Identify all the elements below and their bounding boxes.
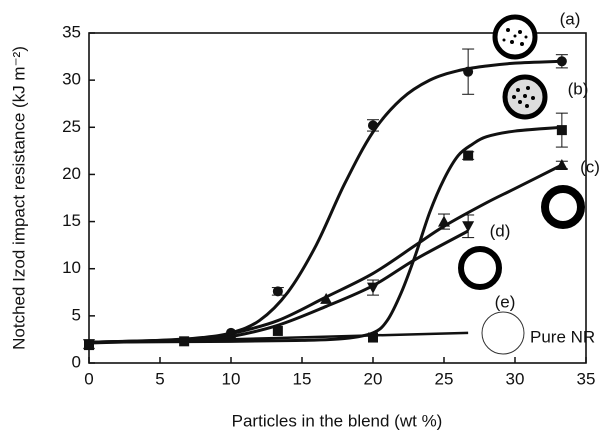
y-tick-label: 5 bbox=[72, 305, 81, 324]
icon-a-dots bbox=[502, 28, 528, 46]
series-label: (c) bbox=[580, 157, 600, 176]
series-label: (d) bbox=[490, 221, 511, 240]
y-tick-label: 15 bbox=[62, 211, 81, 230]
series-label: (e) bbox=[495, 292, 516, 311]
marker bbox=[272, 286, 283, 297]
plot-frame bbox=[88, 32, 587, 364]
x-tick-label: 5 bbox=[155, 369, 164, 388]
x-tick-label: 15 bbox=[293, 369, 312, 388]
y-tick-label: 30 bbox=[62, 70, 81, 89]
y-tick-label: 25 bbox=[62, 117, 81, 136]
y-tick-label: 35 bbox=[62, 22, 81, 41]
fit-curve bbox=[88, 331, 469, 345]
marker bbox=[556, 56, 567, 67]
x-tick-label: 0 bbox=[84, 369, 93, 388]
marker bbox=[320, 292, 333, 304]
series-label: (a) bbox=[560, 9, 581, 28]
x-tick-label: 25 bbox=[435, 369, 454, 388]
series-label: (b) bbox=[568, 79, 589, 98]
y-tick-label: 0 bbox=[72, 352, 81, 371]
x-tick-label: 10 bbox=[222, 369, 241, 388]
x-tick-label: 20 bbox=[364, 369, 383, 388]
icon-c bbox=[541, 185, 585, 229]
marker bbox=[368, 120, 378, 131]
marker bbox=[463, 66, 474, 77]
x-tick-label: 35 bbox=[577, 369, 596, 388]
marker bbox=[438, 215, 450, 227]
annotation: Pure NR bbox=[530, 327, 595, 346]
y-axis-label: Notched Izod impact resistance (kJ m⁻²) bbox=[9, 46, 28, 350]
icon-b-dots bbox=[512, 86, 535, 108]
x-tick-label: 30 bbox=[506, 369, 525, 388]
icon-d bbox=[458, 246, 502, 290]
marker bbox=[555, 159, 568, 170]
x-axis-label: Particles in the blend (wt %) bbox=[232, 411, 443, 430]
y-tick-label: 20 bbox=[62, 164, 81, 183]
icon-e bbox=[481, 311, 525, 355]
icons bbox=[458, 14, 585, 355]
marker bbox=[272, 325, 283, 336]
marker bbox=[368, 332, 378, 343]
marker bbox=[556, 125, 567, 136]
y-tick-label: 10 bbox=[62, 258, 81, 277]
marker bbox=[463, 150, 474, 161]
marker bbox=[367, 282, 379, 294]
marker bbox=[462, 221, 475, 233]
